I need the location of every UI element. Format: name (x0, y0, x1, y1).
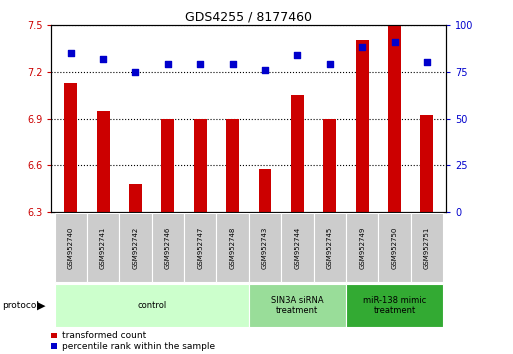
Bar (64, 82, 77, 212)
Bar (356, 40, 369, 212)
Text: GSM952751: GSM952751 (424, 227, 430, 269)
Text: GSM952744: GSM952744 (294, 227, 301, 269)
FancyBboxPatch shape (54, 213, 87, 282)
FancyBboxPatch shape (411, 213, 443, 282)
Bar (226, 119, 239, 212)
FancyBboxPatch shape (87, 213, 120, 282)
Bar (194, 119, 207, 212)
Bar (162, 119, 174, 212)
Text: protocol: protocol (3, 301, 40, 310)
Text: GSM952741: GSM952741 (100, 227, 106, 269)
FancyBboxPatch shape (346, 284, 443, 326)
Point (164, 61, 172, 67)
Text: GSM952743: GSM952743 (262, 227, 268, 269)
Text: GSM952750: GSM952750 (391, 227, 398, 269)
Text: GSM952742: GSM952742 (132, 227, 139, 269)
FancyBboxPatch shape (216, 213, 249, 282)
Point (358, 45, 366, 50)
FancyBboxPatch shape (249, 284, 346, 326)
Point (293, 52, 302, 58)
Text: control: control (137, 301, 166, 310)
FancyBboxPatch shape (184, 213, 216, 282)
FancyBboxPatch shape (313, 213, 346, 282)
Point (196, 61, 204, 67)
Text: GSM952745: GSM952745 (327, 227, 333, 269)
Bar (96, 111, 110, 212)
FancyBboxPatch shape (281, 213, 313, 282)
Bar (421, 115, 433, 212)
Text: transformed count: transformed count (62, 331, 146, 340)
FancyBboxPatch shape (378, 213, 411, 282)
Text: SIN3A siRNA
treatment: SIN3A siRNA treatment (271, 296, 324, 315)
Bar (129, 184, 142, 212)
Text: GSM952747: GSM952747 (197, 227, 203, 269)
FancyBboxPatch shape (346, 213, 378, 282)
Bar (323, 119, 336, 212)
Point (67, 50, 75, 56)
Point (326, 61, 334, 67)
FancyBboxPatch shape (152, 213, 184, 282)
Point (261, 67, 269, 73)
Point (131, 69, 140, 74)
Text: GSM952749: GSM952749 (359, 227, 365, 269)
FancyBboxPatch shape (249, 213, 281, 282)
Point (390, 39, 399, 45)
Bar (388, 25, 401, 212)
Title: GDS4255 / 8177460: GDS4255 / 8177460 (185, 11, 312, 24)
Bar (259, 169, 271, 212)
FancyBboxPatch shape (120, 213, 152, 282)
Point (423, 59, 431, 65)
Point (99, 56, 107, 61)
Text: percentile rank within the sample: percentile rank within the sample (62, 342, 215, 351)
Point (228, 61, 236, 67)
Text: GSM952746: GSM952746 (165, 227, 171, 269)
Text: GSM952748: GSM952748 (230, 227, 235, 269)
Bar (291, 95, 304, 212)
FancyBboxPatch shape (54, 284, 249, 326)
Text: ▶: ▶ (37, 300, 46, 310)
Text: miR-138 mimic
treatment: miR-138 mimic treatment (363, 296, 426, 315)
Text: GSM952740: GSM952740 (68, 227, 74, 269)
